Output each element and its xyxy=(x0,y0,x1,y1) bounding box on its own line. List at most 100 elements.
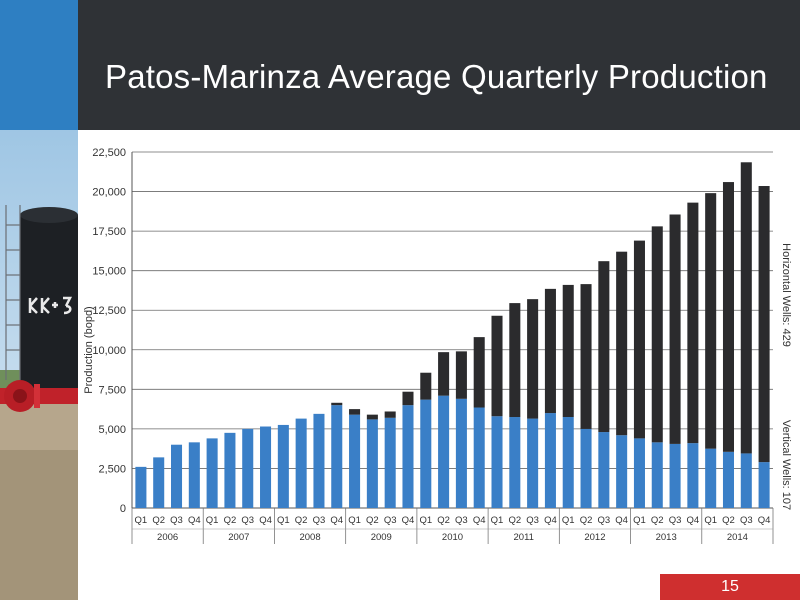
bar-vertical-wells xyxy=(722,451,735,508)
page-number: 15 xyxy=(721,578,739,595)
bar-horizontal-wells xyxy=(598,261,610,433)
bar-vertical-wells xyxy=(331,405,343,508)
bar-vertical-wells xyxy=(313,413,325,508)
bar-horizontal-wells xyxy=(438,352,450,396)
bar-vertical-wells xyxy=(740,453,752,508)
x-tick-label: Q2 xyxy=(224,515,237,526)
y-tick-label: 2,500 xyxy=(98,463,126,475)
x-tick-label: Q1 xyxy=(633,515,646,526)
bar-horizontal-wells xyxy=(473,337,485,408)
bar-horizontal-wells xyxy=(633,240,645,439)
bar-vertical-wells xyxy=(544,413,556,508)
x-tick-label: Q1 xyxy=(135,515,148,526)
y-tick-label: 10,000 xyxy=(92,345,126,357)
year-label: 2012 xyxy=(584,532,605,543)
bar-horizontal-wells xyxy=(562,284,574,418)
bar-vertical-wells xyxy=(651,442,663,508)
x-tick-label: Q1 xyxy=(704,515,717,526)
x-tick-label: Q2 xyxy=(580,515,593,526)
bar-vertical-wells xyxy=(580,428,592,508)
x-tick-label: Q2 xyxy=(152,515,165,526)
bar-vertical-wells xyxy=(616,435,628,508)
x-tick-label: Q2 xyxy=(508,515,521,526)
bar-vertical-wells xyxy=(224,432,236,508)
x-tick-label: Q3 xyxy=(669,515,682,526)
bar-horizontal-wells xyxy=(420,372,432,400)
x-tick-label: Q2 xyxy=(295,515,308,526)
y-tick-label: 12,500 xyxy=(92,305,126,317)
page-number-badge: 15 xyxy=(660,574,800,600)
production-chart: 0 2,500 5,000 7,500 10,000 12,500 15,000 17,500… xyxy=(78,130,800,600)
bar-vertical-wells xyxy=(295,418,307,508)
legend-horizontal-wells: Horizontal Wells: 429 xyxy=(780,243,792,347)
bar-vertical-wells xyxy=(669,443,681,508)
x-tick-label: Q4 xyxy=(259,515,272,526)
bar-vertical-wells xyxy=(473,407,485,508)
bar-vertical-wells xyxy=(420,399,432,508)
y-axis-label: Production (bopd) xyxy=(83,306,95,393)
x-tick-label: Q4 xyxy=(687,515,700,526)
y-tick-label: 0 xyxy=(120,503,126,515)
bar-vertical-wells xyxy=(633,438,645,508)
x-tick-label: Q1 xyxy=(206,515,219,526)
x-tick-label: Q1 xyxy=(491,515,504,526)
x-tick-label: Q3 xyxy=(384,515,397,526)
x-tick-label: Q1 xyxy=(562,515,575,526)
bar-horizontal-wells xyxy=(616,251,628,436)
x-tick-label: Q3 xyxy=(598,515,611,526)
bar-horizontal-wells xyxy=(740,162,752,454)
x-tick-label: Q1 xyxy=(348,515,361,526)
bar-horizontal-wells xyxy=(366,414,378,420)
y-tick-label: 20,000 xyxy=(92,187,126,199)
year-label: 2013 xyxy=(656,532,677,543)
x-tick-label: Q2 xyxy=(437,515,450,526)
x-tick-label: Q3 xyxy=(241,515,254,526)
year-label: 2010 xyxy=(442,532,463,543)
bar-horizontal-wells xyxy=(651,226,663,443)
bar-horizontal-wells xyxy=(384,411,396,418)
bar-horizontal-wells xyxy=(491,315,503,417)
bar-horizontal-wells xyxy=(331,402,343,406)
x-tick-label: Q4 xyxy=(473,515,486,526)
x-tick-label: Q3 xyxy=(740,515,753,526)
year-label: 2008 xyxy=(299,532,320,543)
y-tick-label: 15,000 xyxy=(92,266,126,278)
x-tick-label: Q4 xyxy=(402,515,415,526)
x-tick-label: Q2 xyxy=(366,515,379,526)
bar-vertical-wells xyxy=(527,418,539,508)
year-label: 2007 xyxy=(228,532,249,543)
bars xyxy=(135,162,770,508)
x-tick-label: Q4 xyxy=(758,515,771,526)
bar-horizontal-wells xyxy=(705,193,717,449)
x-tick-label: Q1 xyxy=(277,515,290,526)
bar-vertical-wells xyxy=(562,417,574,508)
y-tick-label: 7,500 xyxy=(98,384,126,396)
bar-horizontal-wells xyxy=(544,288,556,414)
bar-vertical-wells xyxy=(153,457,165,508)
x-tick-label: Q4 xyxy=(330,515,343,526)
bar-horizontal-wells xyxy=(580,284,592,429)
x-tick-label: Q4 xyxy=(544,515,557,526)
bar-vertical-wells xyxy=(705,448,717,508)
chart-canvas: 0 2,500 5,000 7,500 10,000 12,500 15,000 17,500… xyxy=(83,147,792,544)
bar-vertical-wells xyxy=(384,417,396,508)
year-label: 2009 xyxy=(371,532,392,543)
x-tick-label: Q1 xyxy=(419,515,432,526)
slide-title: Patos-Marinza Average Quarterly Producti… xyxy=(105,58,768,95)
x-tick-label: Q3 xyxy=(526,515,539,526)
x-tick-label: Q4 xyxy=(188,515,201,526)
bar-vertical-wells xyxy=(687,443,699,508)
year-label: 2011 xyxy=(514,532,534,543)
x-tick-label: Q2 xyxy=(722,515,735,526)
axes: 0 2,500 5,000 7,500 10,000 12,500 15,000 17,500… xyxy=(92,147,774,544)
year-label: 2006 xyxy=(157,532,178,543)
bar-horizontal-wells xyxy=(758,186,770,463)
bar-vertical-wells xyxy=(438,395,450,508)
bar-vertical-wells xyxy=(188,442,200,508)
legend-vertical-wells: Vertical Wells: 107 xyxy=(780,420,792,510)
bar-horizontal-wells xyxy=(349,409,361,415)
gridlines xyxy=(132,151,773,509)
slide-header xyxy=(0,0,800,130)
bar-horizontal-wells xyxy=(527,299,539,419)
bar-horizontal-wells xyxy=(509,303,521,418)
